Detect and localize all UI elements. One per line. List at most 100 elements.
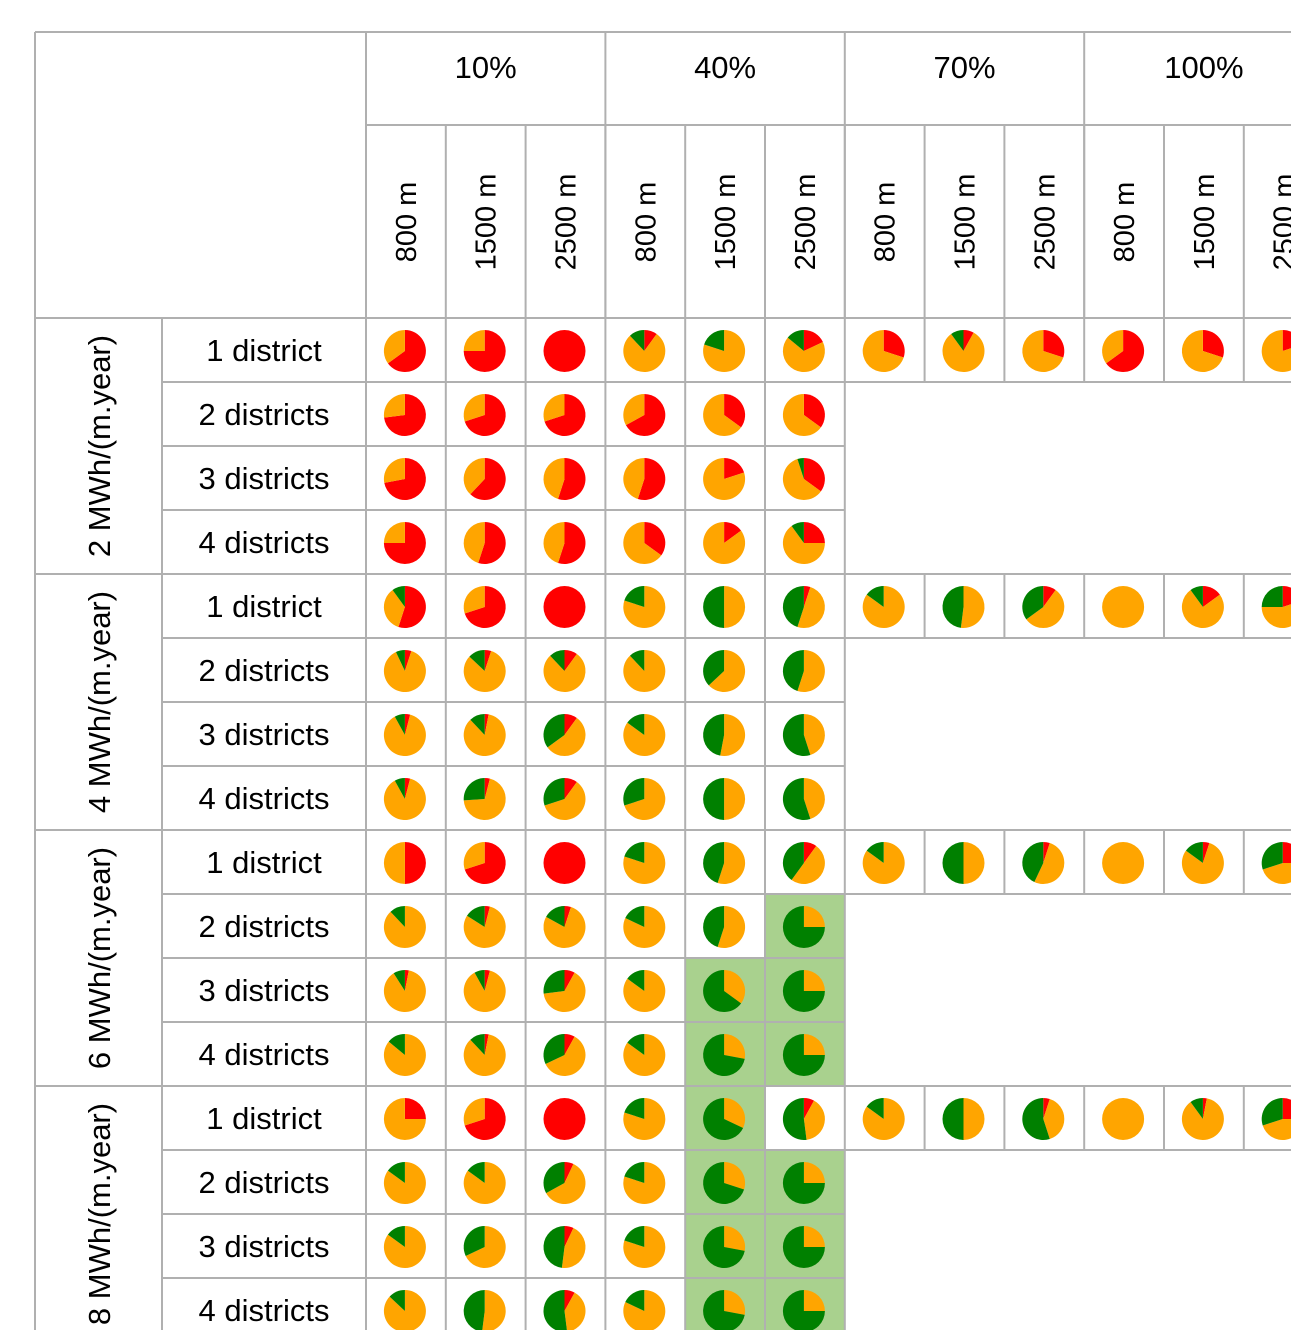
pie-slice — [1102, 586, 1145, 628]
pie-slice — [1261, 330, 1291, 372]
pie — [543, 586, 586, 628]
pie-slice — [387, 1226, 405, 1247]
pie-slice — [546, 1163, 586, 1204]
pie — [703, 650, 746, 693]
row-label: 2 districts — [199, 1165, 330, 1200]
pie — [862, 330, 905, 372]
pie-slice — [782, 1290, 825, 1330]
pie-slice — [703, 906, 725, 947]
pie-slice — [564, 1290, 575, 1311]
pie — [623, 650, 666, 692]
pie-slice — [782, 586, 804, 627]
pie-slice — [623, 586, 666, 629]
pie-slice — [862, 1098, 905, 1141]
pie — [623, 1034, 666, 1076]
pie-slice — [782, 970, 825, 1012]
pie-slice — [383, 394, 405, 418]
pie — [623, 1226, 666, 1269]
pie — [703, 842, 746, 885]
pie — [623, 714, 666, 756]
pie — [543, 1162, 586, 1204]
pie-slice — [782, 394, 821, 436]
pie-slice — [1190, 1098, 1203, 1119]
pie-slice — [543, 654, 586, 692]
pie-slice — [637, 458, 666, 500]
pie-slice — [1022, 842, 1044, 883]
pie — [782, 1034, 825, 1076]
pie-slice — [464, 394, 506, 436]
pie-slice — [387, 330, 426, 373]
pie-slice — [1181, 1098, 1224, 1140]
pie-slice — [463, 778, 506, 820]
pie-slice — [803, 1162, 825, 1183]
pie-slice — [1202, 330, 1224, 358]
pie-slice — [624, 1162, 645, 1183]
pie — [782, 1290, 825, 1330]
row-label: 1 district — [206, 1101, 322, 1136]
pie-slice — [1282, 1098, 1291, 1119]
pie-slice — [1261, 842, 1283, 870]
pie-slice — [404, 714, 411, 735]
pie — [1181, 1098, 1224, 1140]
pie-slice — [404, 650, 412, 671]
pie — [543, 394, 586, 436]
pie-slice — [623, 1290, 666, 1330]
pie — [543, 1098, 586, 1140]
pie — [543, 970, 586, 1012]
pie — [543, 458, 586, 500]
pie-slice — [463, 714, 506, 756]
pie — [623, 970, 666, 1012]
pie — [623, 458, 666, 500]
pie-slice — [623, 334, 666, 372]
pie-slice — [463, 1290, 485, 1330]
pie-slice — [463, 394, 485, 422]
pie-slice — [1102, 842, 1145, 884]
group-label: 2 MWh/(m.year) — [82, 335, 117, 557]
pie-slice — [388, 1034, 405, 1055]
pie-slice — [383, 458, 405, 483]
pie-slice — [791, 522, 804, 543]
row-label: 1 district — [206, 845, 322, 880]
row-label: 4 districts — [199, 1037, 330, 1072]
pie-slice — [703, 650, 725, 686]
pie-slice — [623, 1162, 666, 1205]
pie-slice — [383, 1034, 426, 1076]
pie — [862, 1098, 905, 1141]
pie-slice — [484, 1034, 489, 1055]
pie-slice — [543, 1226, 565, 1268]
pie — [463, 970, 506, 1012]
pie — [463, 1289, 506, 1330]
pie-slice — [463, 651, 506, 692]
pie-slice — [797, 587, 825, 628]
pie-slice — [463, 1098, 485, 1126]
pie — [383, 1162, 426, 1204]
pie-slice — [404, 842, 426, 884]
pie — [782, 1162, 825, 1204]
pie — [463, 778, 506, 820]
pie-slice — [1043, 586, 1056, 607]
pie — [703, 970, 746, 1013]
pie-slice — [1022, 1098, 1050, 1141]
pie-slice — [624, 842, 645, 863]
pie-slice — [797, 650, 825, 692]
pie — [463, 586, 506, 628]
pie-slice — [623, 778, 645, 806]
pie-slice — [383, 842, 405, 884]
pie-slice — [724, 778, 746, 820]
pie — [543, 650, 586, 692]
pie-slice — [862, 330, 904, 372]
pie — [623, 330, 666, 372]
pie-slice — [724, 586, 746, 628]
distance-header: 800 m — [870, 182, 902, 263]
pie-slice — [463, 906, 506, 948]
pie-slice — [791, 846, 825, 884]
pie-slice — [1282, 842, 1291, 863]
pie-slice — [470, 1034, 485, 1055]
pie-slice — [803, 394, 825, 428]
pie — [703, 586, 746, 628]
group-label: 4 MWh/(m.year) — [82, 591, 117, 813]
pie-slice — [1043, 1098, 1050, 1119]
pie-slice — [782, 778, 811, 820]
pie-slice — [482, 1289, 506, 1330]
distance-header: 2500 m — [551, 174, 583, 271]
